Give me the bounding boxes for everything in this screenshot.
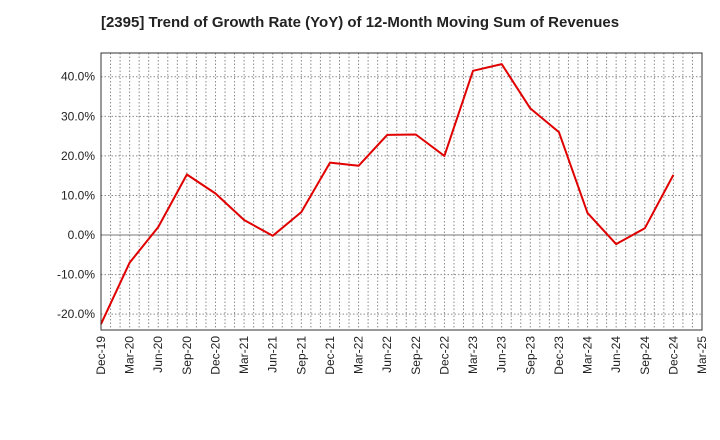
grid-lines [101, 53, 702, 330]
x-tick-label: Dec-21 [323, 336, 337, 375]
x-tick-label: Jun-21 [266, 336, 280, 373]
x-tick-label: Mar-25 [695, 336, 709, 374]
x-tick-label: Dec-19 [94, 336, 108, 375]
y-tick-label: 0.0% [68, 228, 96, 242]
x-tick-label: Sep-23 [523, 336, 537, 375]
y-tick-label: 40.0% [61, 70, 95, 84]
series-line [100, 63, 675, 325]
x-tick-label: Jun-24 [609, 336, 623, 373]
x-tick-label: Mar-24 [581, 336, 595, 374]
x-tick-label: Sep-20 [180, 336, 194, 375]
y-tick-label: -10.0% [57, 268, 95, 282]
x-axis-ticks: Dec-19 Mar-20 Jun-20 Sep-20 Dec-20 Mar-21 Jun-… [94, 336, 709, 375]
x-tick-label: Dec-22 [437, 336, 451, 375]
y-tick-label: 20.0% [61, 149, 95, 163]
y-tick-label: 10.0% [61, 188, 95, 202]
x-tick-label: Mar-23 [466, 336, 480, 374]
y-tick-label: -20.0% [57, 307, 95, 321]
x-tick-label: Dec-20 [208, 336, 222, 375]
plot-border [100, 52, 703, 331]
series-layer [100, 63, 675, 325]
x-tick-label: Mar-20 [123, 336, 137, 374]
x-tick-label: Sep-22 [409, 336, 423, 375]
x-tick-label: Dec-23 [552, 336, 566, 375]
x-tick-label: Jun-22 [380, 336, 394, 373]
x-tick-label: Sep-24 [638, 336, 652, 375]
plot-area [101, 53, 702, 330]
x-tick-label: Mar-21 [237, 336, 251, 374]
chart-title: [2395] Trend of Growth Rate (YoY) of 12-… [100, 14, 620, 31]
x-tick-label: Dec-24 [666, 336, 680, 375]
x-tick-label: Sep-21 [294, 336, 308, 375]
x-tick-label: Mar-22 [352, 336, 366, 374]
x-tick-label: Jun-23 [495, 336, 509, 373]
y-axis-ticks: -20.0% -10.0% 0.0% 10.0% 20.0% 30.0% 40.0% [57, 70, 95, 321]
x-tick-label: Jun-20 [151, 336, 165, 373]
y-tick-label: 30.0% [61, 109, 95, 123]
